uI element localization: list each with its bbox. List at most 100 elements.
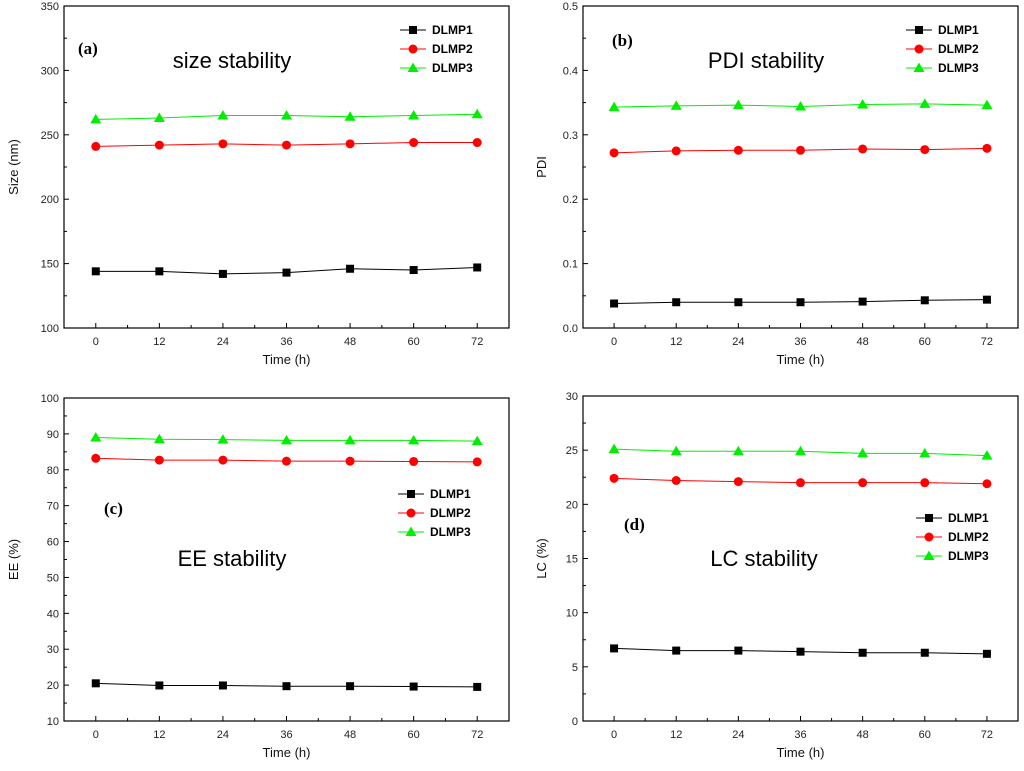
data-point (920, 296, 929, 305)
x-tick-label: 72 (981, 729, 993, 741)
data-point (473, 682, 482, 691)
data-point (346, 682, 355, 691)
y-tick-label: 5 (572, 662, 578, 674)
data-point (734, 298, 743, 307)
y-tick-label: 0.4 (563, 65, 578, 77)
data-point (982, 295, 991, 304)
x-tick-label: 60 (408, 729, 420, 741)
data-point (218, 455, 228, 465)
series-dlmp1 (91, 263, 482, 278)
legend-label: DLMP3 (432, 61, 473, 75)
chart-panel-1: 100 150 200 250 300 350 0 12 24 36 48 60 72 Time (h) S… (6, 1, 510, 367)
data-point (91, 679, 100, 688)
legend-marker (407, 62, 419, 72)
data-point (344, 111, 356, 121)
legend-label: DLMP3 (948, 549, 989, 563)
data-point (670, 445, 682, 456)
data-point (154, 140, 164, 150)
data-point (154, 455, 164, 465)
data-point (919, 447, 931, 458)
data-point (981, 450, 993, 460)
x-axis-label: Time (h) (777, 745, 825, 760)
legend-marker (406, 508, 416, 518)
legend-marker (913, 62, 925, 72)
series-dlmp3 (608, 443, 993, 460)
data-point (282, 682, 291, 691)
legend-marker (914, 44, 924, 54)
x-tick-label: 12 (670, 729, 682, 741)
legend-marker (915, 26, 923, 34)
data-point (732, 99, 744, 110)
data-point (733, 477, 743, 487)
legend-label: DLMP2 (938, 42, 979, 56)
y-tick-label: 30 (566, 391, 578, 403)
data-point (217, 109, 229, 120)
data-point (91, 141, 101, 151)
legend-marker (925, 514, 933, 522)
data-point (90, 113, 102, 124)
data-point (473, 263, 482, 272)
data-point (282, 268, 291, 277)
y-tick-label: 300 (41, 65, 59, 77)
chart-panel-2: 0.0 0.1 0.2 0.3 0.4 0.5 0 12 24 36 48 60 72 Time (h) P… (534, 1, 1019, 367)
y-axis-label: LC (%) (534, 538, 549, 578)
y-tick-label: 0.0 (563, 323, 578, 335)
y-tick-label: 250 (41, 130, 59, 142)
y-axis-label: Size (nm) (6, 139, 21, 195)
y-tick-label: 350 (41, 1, 59, 13)
data-point (857, 99, 869, 109)
y-tick-label: 0.1 (563, 259, 578, 271)
series-dlmp2 (91, 138, 482, 151)
data-point (282, 140, 291, 150)
x-tick-label: 60 (919, 336, 931, 348)
legend-label: DLMP3 (430, 525, 471, 539)
legend-label: DLMP2 (432, 42, 473, 56)
x-tick-label: 12 (153, 729, 165, 741)
data-point (409, 266, 418, 275)
data-point (732, 445, 744, 456)
legend-label: DLMP1 (938, 23, 979, 37)
x-tick-label: 48 (344, 729, 356, 741)
x-tick-label: 60 (919, 729, 931, 741)
x-tick-label: 48 (344, 336, 356, 348)
data-point (608, 443, 620, 454)
data-point (795, 445, 806, 456)
data-point (610, 299, 619, 308)
data-point (408, 434, 420, 445)
x-tick-label: 36 (794, 336, 806, 348)
data-point (795, 100, 806, 111)
data-point (282, 456, 291, 466)
x-tick-label: 12 (670, 336, 682, 348)
data-point (218, 269, 227, 278)
data-point (345, 456, 355, 466)
data-point (155, 267, 164, 276)
legend-label: DLMP1 (430, 487, 471, 501)
y-tick-label: 100 (41, 323, 59, 335)
y-tick-label: 0.3 (563, 130, 578, 142)
chart-title: size stability (173, 48, 292, 73)
data-point (218, 681, 227, 690)
x-tick-label: 0 (611, 729, 617, 741)
data-point (857, 447, 869, 458)
data-point (609, 148, 619, 158)
data-point (733, 145, 743, 155)
panel-label: (a) (78, 39, 98, 58)
y-tick-label: 30 (47, 644, 59, 656)
data-point (409, 682, 418, 691)
x-tick-label: 12 (153, 336, 165, 348)
y-tick-label: 15 (566, 554, 578, 566)
data-point (345, 139, 355, 149)
data-point (217, 434, 229, 444)
y-tick-label: 0 (572, 716, 578, 728)
data-point (281, 434, 292, 445)
legend-label: DLMP1 (948, 511, 989, 525)
legend-label: DLMP1 (432, 23, 473, 37)
data-point (409, 138, 419, 148)
x-axis-label: Time (h) (777, 352, 825, 367)
chart-panel-4: 0 5 10 15 20 25 30 0 12 24 36 48 60 72 Time (h) LC (%) (… (534, 391, 1019, 760)
x-tick-label: 72 (981, 336, 993, 348)
data-point (153, 433, 165, 444)
data-point (671, 476, 681, 485)
data-point (920, 145, 930, 155)
